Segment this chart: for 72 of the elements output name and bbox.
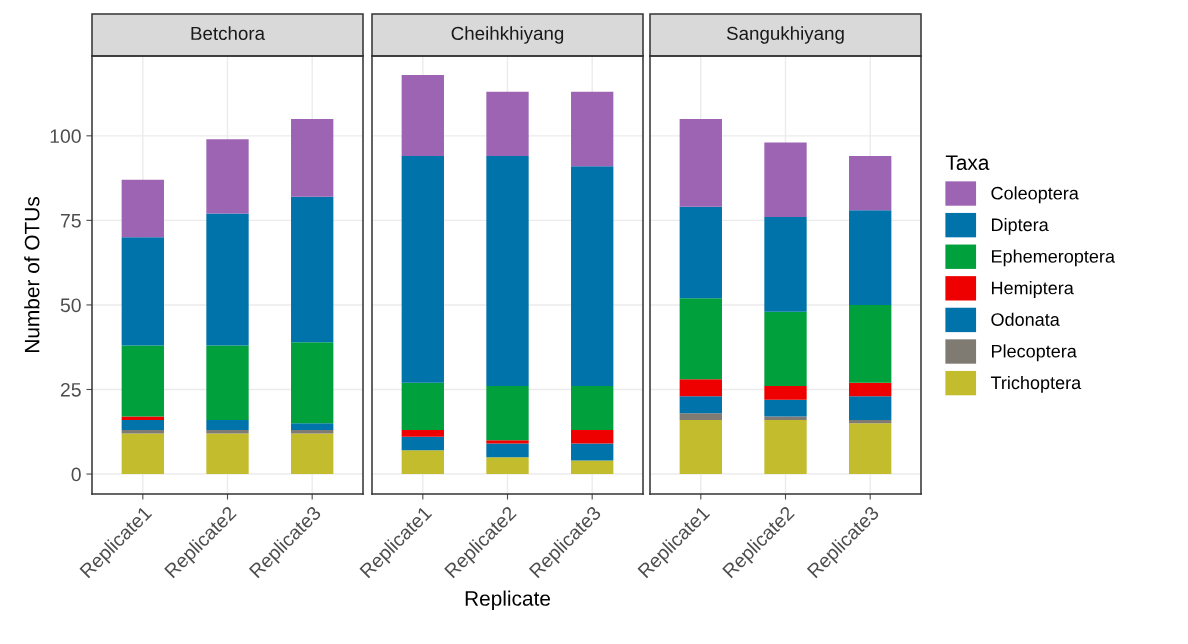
bar xyxy=(764,142,807,217)
bar xyxy=(571,166,614,387)
bar xyxy=(679,118,722,207)
bar xyxy=(571,443,614,461)
bar xyxy=(486,440,529,444)
y-tick-label: 75 xyxy=(60,214,81,228)
bar xyxy=(679,396,722,414)
y-tick-label: 25 xyxy=(60,382,81,397)
legend-label: Plecoptera xyxy=(992,344,1077,362)
bar xyxy=(486,156,529,387)
bar xyxy=(401,156,444,383)
chart-title: Betchora xyxy=(191,26,266,41)
y-tick-label: 100 xyxy=(50,129,81,144)
bar xyxy=(206,139,249,214)
bar xyxy=(121,433,164,475)
bar xyxy=(206,433,249,475)
bar xyxy=(121,345,164,417)
y-tick-label: 0 xyxy=(71,467,81,482)
bar xyxy=(764,416,807,420)
bar xyxy=(206,345,249,420)
bar xyxy=(206,430,249,434)
bar xyxy=(401,436,444,451)
legend-label: Diptera xyxy=(992,217,1049,235)
bar xyxy=(401,450,444,475)
legend-label: Ephemeroptera xyxy=(992,249,1115,267)
bar xyxy=(121,179,164,238)
bar xyxy=(291,118,334,197)
bar xyxy=(764,386,807,400)
chart-title: Sangukhiyang xyxy=(726,26,844,44)
bar xyxy=(849,156,892,211)
bar xyxy=(679,206,722,299)
bar xyxy=(121,419,164,431)
bar xyxy=(486,443,529,458)
bar xyxy=(764,311,807,387)
bar xyxy=(849,210,892,305)
bar xyxy=(206,213,249,346)
bar xyxy=(401,382,444,431)
bar xyxy=(849,396,892,420)
bar xyxy=(764,399,807,417)
bar xyxy=(401,430,444,437)
bar xyxy=(486,386,529,441)
bar xyxy=(486,457,529,475)
bar xyxy=(291,423,334,431)
bar xyxy=(571,91,614,167)
bar xyxy=(401,74,444,157)
legend-label: Odonata xyxy=(991,312,1060,326)
bar xyxy=(571,430,614,444)
bar xyxy=(764,216,807,312)
bar xyxy=(764,419,807,475)
legend-label: Hemiptera xyxy=(992,281,1074,298)
bar xyxy=(849,382,892,397)
bar xyxy=(121,237,164,346)
bar xyxy=(679,379,722,397)
y-tick-label: 50 xyxy=(60,298,81,313)
bar xyxy=(291,433,334,475)
bar xyxy=(679,298,722,380)
x-axis-title: Replicate xyxy=(465,590,550,610)
bar xyxy=(849,304,892,383)
bar xyxy=(291,342,334,424)
bar xyxy=(206,419,249,431)
legend-label: Trichoptera xyxy=(990,375,1082,393)
legend-label: Coleoptera xyxy=(991,186,1079,204)
legend-title: Taxa xyxy=(945,155,990,170)
bar xyxy=(571,460,614,475)
bar xyxy=(291,196,334,343)
bar xyxy=(571,386,614,431)
bar xyxy=(849,423,892,475)
y-axis-title: Number of OTUs xyxy=(24,197,40,353)
bar xyxy=(679,413,722,420)
chart-title: Cheihkhiyang xyxy=(451,26,564,44)
bar xyxy=(679,419,722,475)
bar xyxy=(486,91,529,157)
